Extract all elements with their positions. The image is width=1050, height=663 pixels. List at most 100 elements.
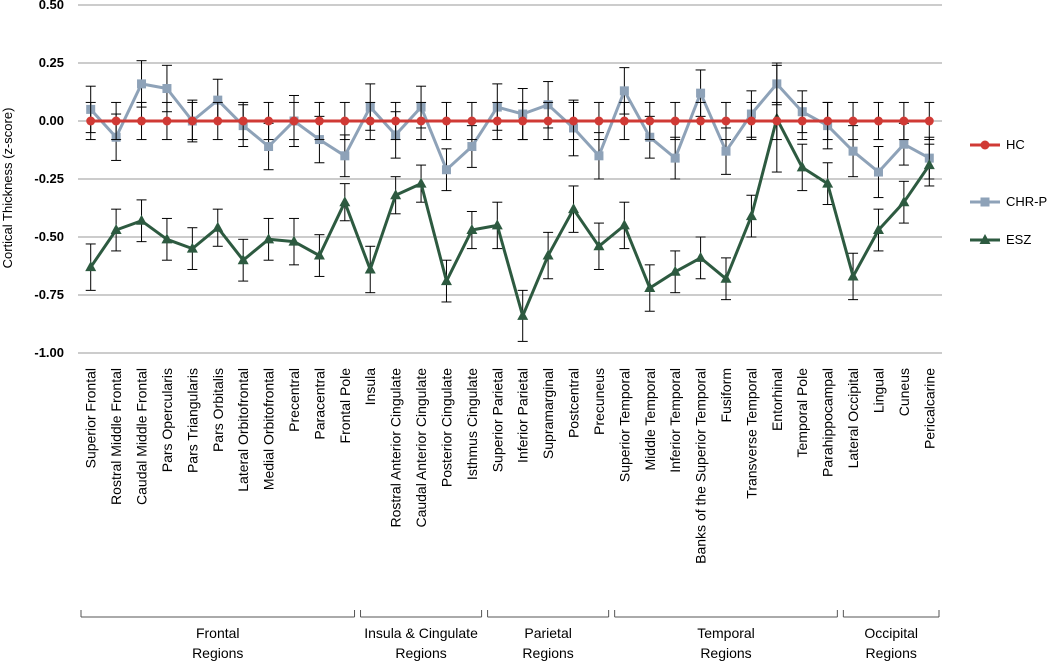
legend-marker bbox=[980, 140, 990, 150]
x-tick-label: Medial Orbitofrontal bbox=[261, 368, 277, 490]
data-point bbox=[923, 159, 935, 170]
data-point bbox=[264, 116, 274, 126]
x-tick-label: Inferior Parietal bbox=[515, 368, 531, 463]
data-point bbox=[111, 116, 121, 126]
x-tick-label: Temporal Pole bbox=[794, 368, 810, 458]
group-label: Regions bbox=[700, 645, 751, 661]
data-point bbox=[313, 249, 325, 260]
data-point bbox=[899, 139, 909, 149]
region-group: Insula & Cingulate Regions bbox=[360, 610, 483, 661]
x-tick-label: Supramarginal bbox=[540, 368, 556, 459]
group-label: Regions bbox=[395, 645, 446, 661]
data-point bbox=[745, 210, 757, 221]
data-point bbox=[213, 95, 223, 105]
group-label: Occipital bbox=[864, 625, 918, 641]
series-line bbox=[89, 82, 931, 174]
data-point bbox=[466, 224, 478, 235]
data-point bbox=[238, 116, 248, 126]
data-point bbox=[491, 219, 503, 230]
data-point bbox=[644, 282, 656, 293]
data-point bbox=[416, 116, 426, 126]
region-group: Parietal Regions bbox=[487, 610, 610, 661]
data-point bbox=[441, 165, 451, 175]
y-tick-label: -1.00 bbox=[34, 345, 64, 360]
data-point bbox=[365, 116, 375, 126]
x-tick-label: Lingual bbox=[871, 368, 887, 413]
group-label: Temporal bbox=[697, 625, 755, 641]
data-point bbox=[137, 116, 147, 126]
data-point bbox=[542, 249, 554, 260]
y-tick-label: -0.25 bbox=[34, 171, 64, 186]
legend-item-chr-p: CHR-P bbox=[970, 194, 1047, 209]
x-tick-label: Entorhinal bbox=[769, 368, 785, 431]
x-tick-label: Precentral bbox=[286, 368, 302, 432]
x-tick-label: Rostral Middle Frontal bbox=[108, 368, 124, 505]
data-point bbox=[848, 146, 858, 156]
data-point bbox=[899, 116, 909, 126]
data-point bbox=[289, 116, 299, 126]
data-point bbox=[543, 116, 553, 126]
legend-item-esz: ESZ bbox=[970, 232, 1031, 247]
group-label: Regions bbox=[192, 645, 243, 661]
x-tick-label: Superior Parietal bbox=[489, 368, 505, 472]
data-point bbox=[467, 142, 477, 152]
data-point bbox=[619, 86, 629, 96]
legend-marker bbox=[979, 234, 991, 244]
x-tick-label: Superior Temporal bbox=[616, 368, 632, 482]
data-point bbox=[593, 240, 605, 251]
region-group: Frontal Regions bbox=[80, 610, 356, 661]
data-point bbox=[187, 116, 197, 126]
data-point bbox=[364, 263, 376, 274]
data-point bbox=[136, 214, 148, 225]
data-point bbox=[695, 251, 707, 262]
series-hc bbox=[85, 101, 935, 141]
x-tick-label: Caudal Anterior Cingulate bbox=[413, 368, 429, 528]
series-esz bbox=[85, 64, 935, 342]
x-tick-label: Cuneus bbox=[896, 368, 912, 416]
legend-label: ESZ bbox=[1006, 232, 1031, 247]
legend-marker bbox=[980, 197, 990, 207]
data-point bbox=[492, 116, 502, 126]
data-point bbox=[796, 161, 808, 172]
x-tick-label: Parahippocampal bbox=[820, 368, 836, 477]
data-point bbox=[288, 235, 300, 246]
y-tick-label: 0.50 bbox=[39, 0, 64, 12]
x-tick-label: Pars Opercularis bbox=[159, 368, 175, 472]
x-tick-label: Superior Frontal bbox=[83, 368, 99, 468]
data-point bbox=[670, 116, 680, 126]
x-axis-ticks: Superior Frontal Rostral Middle Frontal Ca… bbox=[83, 368, 938, 564]
legend-item-hc: HC bbox=[970, 137, 1025, 152]
data-point bbox=[85, 261, 97, 272]
series-chr-p bbox=[85, 60, 935, 199]
data-point bbox=[237, 254, 249, 265]
data-point bbox=[696, 88, 706, 98]
group-label: Frontal bbox=[196, 625, 240, 641]
data-point bbox=[517, 309, 529, 320]
x-tick-label: Insula bbox=[362, 368, 378, 406]
data-point bbox=[213, 116, 223, 126]
data-point bbox=[441, 116, 451, 126]
x-tick-label: Precuneus bbox=[591, 368, 607, 435]
data-point bbox=[390, 189, 402, 200]
x-tick-label: Isthmus Cingulate bbox=[464, 368, 480, 480]
data-point bbox=[822, 177, 834, 188]
data-point bbox=[746, 116, 756, 126]
data-point bbox=[645, 116, 655, 126]
data-point bbox=[594, 151, 604, 161]
data-point bbox=[720, 272, 732, 283]
data-point bbox=[873, 167, 883, 177]
data-point bbox=[518, 116, 528, 126]
x-tick-label: Posterior Cingulate bbox=[439, 368, 455, 487]
x-tick-label: Frontal Pole bbox=[337, 368, 353, 444]
x-tick-label: Postcentral bbox=[566, 368, 582, 438]
data-point bbox=[264, 142, 274, 152]
data-point bbox=[823, 116, 833, 126]
group-label: Parietal bbox=[524, 625, 571, 641]
data-point bbox=[86, 116, 96, 126]
data-point bbox=[415, 177, 427, 188]
data-point bbox=[339, 196, 351, 207]
x-tick-label: Transverse Temporal bbox=[743, 368, 759, 499]
x-tick-label: Pars Triangularis bbox=[184, 368, 200, 473]
series-line bbox=[89, 117, 931, 318]
